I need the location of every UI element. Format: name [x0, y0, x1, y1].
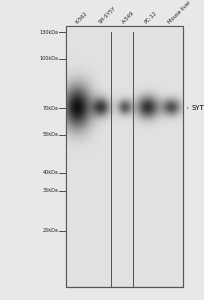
Text: SH-SY5Y: SH-SY5Y: [98, 5, 117, 25]
Text: 55kDa: 55kDa: [42, 133, 58, 137]
Bar: [66, 26, 183, 286]
Text: SYT1: SYT1: [192, 105, 204, 111]
Text: 70kDa: 70kDa: [42, 106, 58, 110]
Text: PC-12: PC-12: [144, 10, 159, 25]
Text: A-549: A-549: [121, 10, 135, 25]
Text: 35kDa: 35kDa: [42, 188, 58, 193]
Text: K-562: K-562: [74, 11, 89, 25]
Text: 40kDa: 40kDa: [42, 170, 58, 175]
Bar: [66, 26, 183, 286]
Text: 25kDa: 25kDa: [42, 229, 58, 233]
Text: 130kDa: 130kDa: [39, 30, 58, 35]
Text: Mouse liver: Mouse liver: [167, 0, 192, 25]
Text: 100kDa: 100kDa: [39, 56, 58, 61]
Bar: [66, 26, 183, 32]
